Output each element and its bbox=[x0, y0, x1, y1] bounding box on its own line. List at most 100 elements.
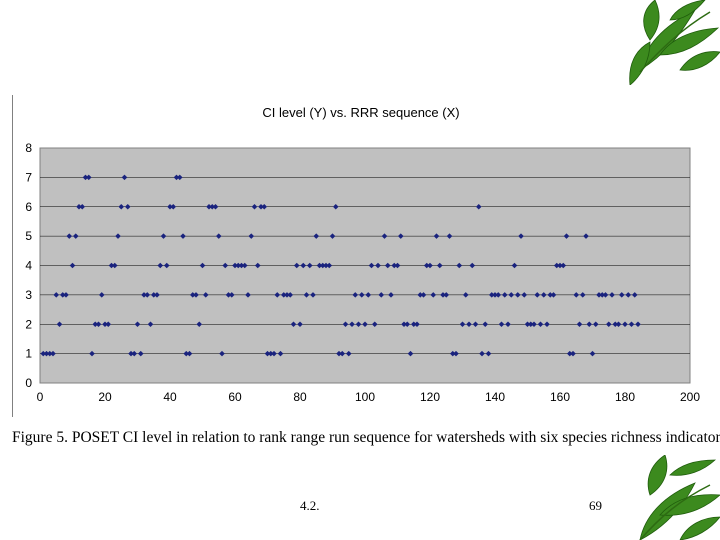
data-point bbox=[280, 292, 287, 298]
data-point bbox=[440, 292, 446, 298]
data-point bbox=[241, 262, 248, 269]
chart-frame-left-edge bbox=[12, 95, 13, 417]
data-point bbox=[479, 350, 485, 357]
x-tick-label: 200 bbox=[680, 390, 700, 404]
data-point bbox=[407, 350, 414, 357]
data-point bbox=[105, 321, 112, 328]
data-point bbox=[352, 292, 359, 298]
data-point bbox=[592, 321, 599, 328]
data-point bbox=[150, 292, 157, 298]
data-point bbox=[167, 203, 173, 210]
data-point bbox=[306, 262, 313, 269]
data-point bbox=[219, 350, 225, 357]
data-point bbox=[349, 321, 355, 328]
data-point bbox=[56, 321, 63, 328]
data-point bbox=[501, 292, 508, 298]
data-point bbox=[92, 321, 99, 328]
data-point bbox=[635, 321, 641, 328]
data-point bbox=[583, 233, 589, 239]
data-point bbox=[485, 350, 492, 357]
data-point bbox=[345, 350, 352, 357]
data-point bbox=[414, 321, 420, 328]
data-point bbox=[303, 292, 310, 298]
data-point bbox=[563, 233, 570, 239]
data-point bbox=[293, 262, 300, 269]
data-point bbox=[264, 350, 271, 357]
data-point bbox=[206, 203, 212, 210]
x-tick-label: 140 bbox=[485, 390, 505, 404]
data-point bbox=[475, 203, 482, 210]
data-point bbox=[79, 203, 86, 210]
data-point bbox=[131, 350, 138, 357]
data-point bbox=[449, 350, 456, 357]
data-point bbox=[381, 233, 388, 239]
data-point bbox=[319, 262, 326, 269]
data-point bbox=[560, 262, 567, 269]
y-tick-label: 5 bbox=[25, 229, 32, 243]
data-point bbox=[121, 174, 128, 181]
data-point bbox=[495, 292, 502, 298]
data-point bbox=[368, 262, 375, 269]
data-point bbox=[628, 321, 635, 328]
data-point bbox=[378, 292, 385, 298]
data-point bbox=[209, 203, 216, 210]
data-point bbox=[215, 233, 222, 239]
leaf-icon bbox=[639, 455, 720, 540]
data-point bbox=[254, 262, 261, 269]
data-point bbox=[605, 321, 612, 328]
data-point bbox=[189, 292, 196, 298]
data-point bbox=[498, 321, 505, 328]
data-point bbox=[287, 292, 294, 298]
data-point bbox=[300, 262, 307, 269]
data-point bbox=[128, 350, 134, 357]
y-tick-label: 8 bbox=[25, 141, 32, 155]
data-point bbox=[371, 321, 378, 328]
data-point bbox=[547, 292, 554, 298]
data-point bbox=[310, 292, 316, 298]
data-point bbox=[391, 262, 398, 269]
leaf-icon bbox=[629, 0, 720, 85]
data-point bbox=[89, 350, 95, 357]
data-point bbox=[394, 262, 401, 269]
data-point bbox=[553, 262, 560, 269]
data-point bbox=[199, 262, 206, 269]
chart-frame: CI level (Y) vs. RRR sequence (X) 0 1 2 3 4 5… bbox=[12, 95, 705, 417]
data-points bbox=[40, 174, 641, 357]
data-point bbox=[134, 321, 141, 328]
section-number: 4.2. bbox=[300, 498, 320, 513]
data-point bbox=[615, 321, 622, 328]
data-point bbox=[154, 292, 160, 298]
data-point bbox=[72, 233, 79, 239]
data-point bbox=[433, 233, 440, 239]
data-point bbox=[573, 292, 580, 298]
data-point bbox=[423, 262, 430, 269]
data-point bbox=[248, 233, 255, 239]
data-point bbox=[462, 292, 469, 298]
data-point bbox=[245, 292, 251, 298]
data-point bbox=[228, 292, 235, 298]
x-tick-label: 80 bbox=[293, 390, 307, 404]
data-point bbox=[196, 321, 203, 328]
data-point bbox=[589, 350, 596, 357]
data-point bbox=[251, 203, 258, 210]
data-point bbox=[446, 233, 453, 239]
data-point bbox=[531, 321, 537, 328]
x-tick-label: 120 bbox=[420, 390, 440, 404]
data-point bbox=[540, 292, 547, 298]
data-point bbox=[82, 174, 89, 181]
data-point bbox=[339, 350, 346, 357]
data-point bbox=[238, 262, 245, 269]
data-point bbox=[397, 233, 404, 239]
data-point bbox=[284, 292, 290, 298]
data-point bbox=[183, 350, 190, 357]
data-point bbox=[456, 262, 463, 269]
data-point bbox=[232, 262, 238, 269]
data-point bbox=[98, 292, 105, 298]
data-point bbox=[527, 321, 534, 328]
data-point bbox=[466, 321, 472, 328]
y-tick-label: 2 bbox=[25, 317, 32, 331]
data-point bbox=[222, 262, 229, 269]
data-point bbox=[277, 350, 284, 357]
